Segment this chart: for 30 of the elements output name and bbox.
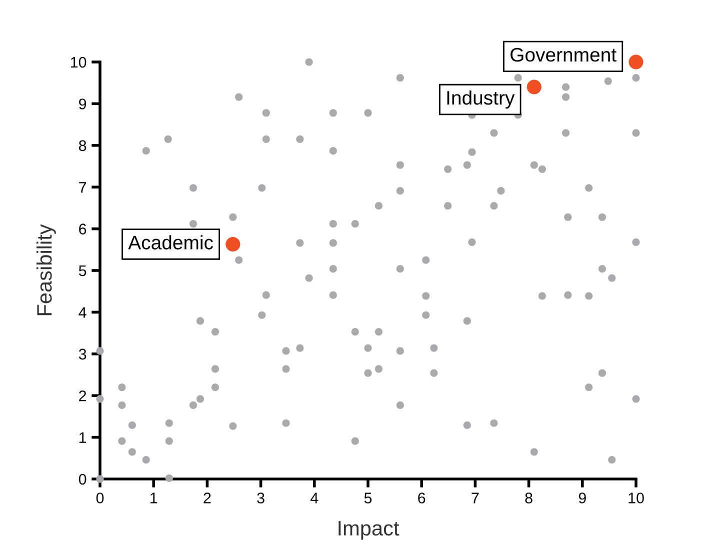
y-tick-label: 1	[79, 432, 86, 443]
point	[628, 54, 644, 70]
x-tick-label: 5	[364, 492, 372, 504]
x-tick-label: 10	[628, 492, 644, 504]
y-tick-label: 2	[79, 390, 86, 402]
annotation: Academic	[128, 235, 213, 250]
x-tick-label: 7	[472, 492, 479, 504]
y-tick-label: 5	[78, 266, 86, 276]
y-tick-label: 4	[78, 307, 86, 318]
point	[226, 236, 240, 252]
x-tick-label: 6	[418, 492, 426, 504]
y-tick-label: 6	[79, 224, 86, 234]
x-tick-label: 4	[310, 492, 318, 504]
annotation: Industry	[447, 90, 515, 109]
y-tick-label: 10	[70, 56, 86, 68]
y-tick-label: 7	[79, 182, 86, 193]
annotation: Government	[510, 48, 616, 62]
x-tick-label: 3	[257, 492, 264, 504]
y-axis-title: Feasibility	[36, 224, 56, 316]
y-tick-label: 0	[78, 474, 86, 485]
y-tick-label: 8	[78, 140, 86, 152]
point	[526, 80, 542, 94]
y-tick-label: 3	[78, 348, 86, 360]
x-tick-label: 0	[96, 492, 104, 504]
y-tick-label: 9	[79, 98, 86, 110]
x-tick-label: 1	[150, 492, 158, 504]
x-tick-label: 8	[525, 492, 532, 504]
x-axis-title: Impact	[338, 521, 400, 540]
x-tick-label: 9	[578, 492, 586, 504]
x-tick-label: 2	[204, 492, 211, 504]
